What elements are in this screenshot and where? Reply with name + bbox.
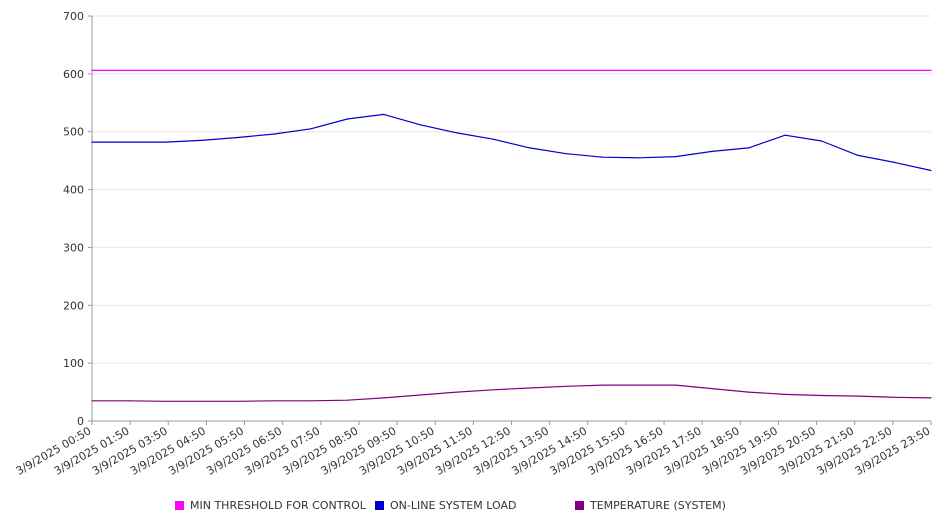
legend-item-system-load[interactable]: ON-LINE SYSTEM LOAD <box>375 499 516 512</box>
threshold-swatch-icon <box>175 501 184 510</box>
series-line-2 <box>92 384 932 402</box>
legend-label-temperature: TEMPERATURE (SYSTEM) <box>590 499 726 512</box>
data-point-s0-0 <box>91 69 93 71</box>
data-point-s1-12 <box>529 147 531 149</box>
data-point-s1-8 <box>383 113 385 115</box>
temperature-swatch-icon <box>575 501 584 510</box>
data-point-s0-18 <box>748 69 750 71</box>
y-tick-label: 200 <box>63 299 84 312</box>
x-tick-labels: 3/9/2025 00:503/9/2025 01:503/9/2025 03:… <box>14 421 933 478</box>
data-point-s2-13 <box>565 385 567 387</box>
data-point-s2-7 <box>346 399 348 401</box>
data-point-s2-14 <box>602 384 604 386</box>
data-point-s0-12 <box>529 69 531 71</box>
y-tick-label: 700 <box>63 10 84 23</box>
data-point-s1-14 <box>602 156 604 158</box>
data-point-s0-15 <box>638 69 640 71</box>
data-point-s2-3 <box>200 400 202 402</box>
data-point-s2-12 <box>529 387 531 389</box>
data-point-s1-7 <box>346 118 348 120</box>
line-chart: 0 100 200 300 400 500 600 700 3/9/2025 00:503/9… <box>14 10 933 478</box>
data-point-s1-10 <box>456 132 458 134</box>
legend-item-threshold[interactable]: MIN THRESHOLD FOR CONTROL <box>175 499 366 512</box>
data-point-s0-3 <box>200 69 202 71</box>
legend-label-threshold: MIN THRESHOLD FOR CONTROL <box>190 499 366 512</box>
data-point-s1-2 <box>164 141 166 143</box>
data-point-s1-23 <box>930 169 932 172</box>
data-point-s1-11 <box>492 138 494 140</box>
data-point-s0-6 <box>310 69 312 71</box>
y-tick-label: 500 <box>63 126 84 139</box>
data-point-s2-23 <box>930 397 932 399</box>
data-point-s1-17 <box>711 150 713 152</box>
series-line-1 <box>92 113 932 172</box>
series-lines <box>91 69 932 402</box>
data-point-s1-4 <box>237 136 239 139</box>
data-point-s0-1 <box>127 69 130 71</box>
data-point-s2-10 <box>456 391 458 393</box>
legend-item-temperature[interactable]: TEMPERATURE (SYSTEM) <box>575 499 726 512</box>
data-point-s1-1 <box>127 141 130 143</box>
data-point-s2-0 <box>91 400 93 402</box>
data-point-s1-19 <box>784 134 786 136</box>
data-point-s2-16 <box>675 384 677 386</box>
data-point-s1-9 <box>419 124 421 126</box>
data-point-s0-5 <box>273 69 275 71</box>
data-point-s0-23 <box>930 69 932 71</box>
data-point-s2-20 <box>821 394 823 397</box>
data-point-s2-11 <box>492 389 494 391</box>
y-tick-label: 100 <box>63 357 84 370</box>
data-point-s1-16 <box>675 156 677 158</box>
y-tick-labels: 0 100 200 300 400 500 600 700 <box>63 10 84 428</box>
legend: MIN THRESHOLD FOR CONTROL ON-LINE SYSTEM… <box>0 496 946 516</box>
data-point-s1-5 <box>273 133 275 135</box>
axes <box>91 16 931 422</box>
data-point-s2-4 <box>237 400 239 402</box>
data-point-s2-8 <box>383 397 385 399</box>
data-point-s2-6 <box>310 400 312 402</box>
data-point-s1-22 <box>893 161 896 163</box>
data-point-s2-2 <box>164 400 166 402</box>
data-point-s1-20 <box>821 140 823 142</box>
data-point-s0-19 <box>784 69 786 71</box>
data-point-s0-13 <box>565 69 567 71</box>
data-point-s0-7 <box>346 69 348 71</box>
data-point-s2-9 <box>419 394 421 396</box>
data-point-s0-11 <box>492 69 494 71</box>
data-point-s1-21 <box>857 154 859 156</box>
data-point-s0-2 <box>164 69 166 71</box>
data-point-s1-15 <box>638 157 640 159</box>
data-point-s2-15 <box>638 384 640 386</box>
data-point-s2-1 <box>127 400 130 402</box>
data-point-s1-18 <box>748 147 750 149</box>
data-point-s2-19 <box>784 393 786 395</box>
y-tick-label: 300 <box>63 241 84 254</box>
data-point-s0-8 <box>383 69 385 71</box>
data-point-s0-10 <box>456 69 458 71</box>
data-point-s0-16 <box>675 69 677 71</box>
data-point-s2-17 <box>711 388 713 390</box>
data-point-s0-20 <box>821 69 823 71</box>
data-point-s1-6 <box>310 128 312 130</box>
legend-label-system-load: ON-LINE SYSTEM LOAD <box>390 499 517 512</box>
data-point-s0-9 <box>419 69 421 71</box>
data-point-s0-14 <box>602 69 604 71</box>
y-tick-label: 400 <box>63 184 84 197</box>
data-point-s1-3 <box>200 139 202 141</box>
data-point-s2-18 <box>748 391 750 393</box>
y-tick-label: 600 <box>63 68 84 81</box>
data-point-s1-0 <box>91 141 93 143</box>
data-point-s0-17 <box>711 69 713 71</box>
data-point-s2-5 <box>273 400 275 402</box>
data-point-s0-4 <box>237 69 239 71</box>
data-point-s0-21 <box>857 69 859 71</box>
gridlines <box>88 15 931 422</box>
data-point-s2-22 <box>893 396 896 398</box>
data-point-s0-22 <box>893 69 896 71</box>
data-point-s1-13 <box>565 153 567 155</box>
y-tick-label: 0 <box>77 415 84 428</box>
data-point-s2-21 <box>857 395 859 397</box>
system-load-swatch-icon <box>375 501 384 510</box>
